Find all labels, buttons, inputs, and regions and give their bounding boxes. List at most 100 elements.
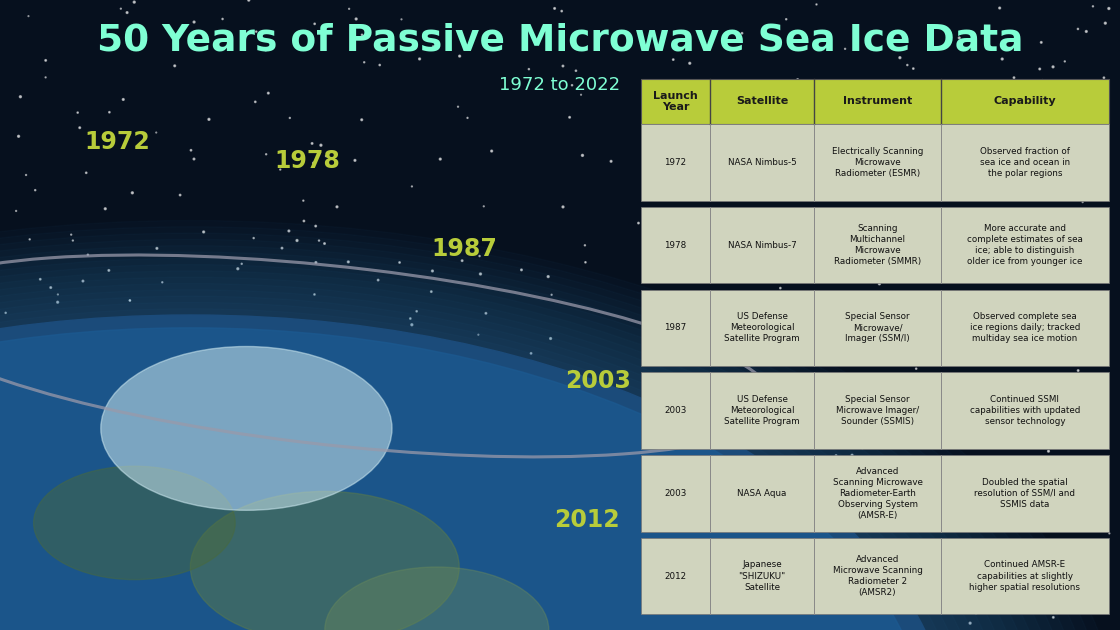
- Point: [118, 8, 136, 18]
- Point: [29, 389, 47, 399]
- Point: [49, 289, 67, 299]
- Text: More accurate and
complete estimates of sea
ice; able to distinguish
older ice f: More accurate and complete estimates of …: [967, 224, 1083, 266]
- Point: [520, 64, 538, 74]
- Point: [469, 329, 487, 340]
- Point: [553, 6, 571, 16]
- Text: Launch
Year: Launch Year: [653, 91, 698, 112]
- Point: [1014, 294, 1032, 304]
- Point: [692, 232, 710, 242]
- Point: [772, 470, 790, 480]
- Point: [64, 236, 82, 246]
- Point: [860, 240, 878, 250]
- Point: [1039, 446, 1057, 456]
- Point: [196, 343, 214, 353]
- Point: [305, 158, 323, 168]
- Point: [1071, 128, 1089, 138]
- Point: [744, 541, 762, 551]
- Point: [189, 372, 207, 382]
- Point: [348, 530, 366, 541]
- Text: NASA Nimbus-5: NASA Nimbus-5: [728, 158, 796, 167]
- Text: Scanning
Multichannel
Microwave
Radiometer (SMMR): Scanning Multichannel Microwave Radiomet…: [834, 224, 921, 266]
- Point: [612, 537, 629, 547]
- Text: 1978: 1978: [274, 149, 340, 173]
- Text: 1987: 1987: [431, 237, 497, 261]
- Point: [195, 227, 213, 237]
- Point: [995, 385, 1012, 395]
- Point: [172, 513, 190, 524]
- Point: [604, 388, 622, 398]
- Text: 1987: 1987: [664, 323, 687, 332]
- Point: [780, 110, 797, 120]
- Point: [281, 113, 299, 123]
- Point: [10, 131, 28, 141]
- Point: [661, 555, 679, 565]
- Point: [316, 239, 334, 249]
- Point: [554, 202, 572, 212]
- Point: [576, 240, 594, 250]
- Point: [26, 185, 44, 195]
- Point: [153, 277, 171, 287]
- Text: Continued SSMI
capabilities with updated
sensor technology: Continued SSMI capabilities with updated…: [970, 395, 1080, 426]
- Point: [288, 236, 306, 246]
- Point: [75, 484, 93, 494]
- Point: [1096, 18, 1114, 28]
- Point: [881, 176, 899, 186]
- Point: [41, 282, 59, 292]
- Point: [895, 251, 913, 261]
- Point: [973, 407, 991, 417]
- Point: [937, 481, 955, 491]
- Point: [149, 445, 167, 455]
- Point: [561, 112, 579, 122]
- Point: [895, 28, 913, 38]
- Point: [619, 507, 637, 517]
- Point: [689, 186, 707, 197]
- Point: [214, 14, 232, 24]
- Point: [585, 544, 603, 554]
- Point: [814, 510, 832, 520]
- Point: [1027, 314, 1045, 324]
- Point: [719, 374, 737, 384]
- Point: [171, 190, 189, 200]
- Point: [664, 55, 682, 65]
- Point: [927, 405, 945, 415]
- Text: Japanese
"SHIZUKU"
Satellite: Japanese "SHIZUKU" Satellite: [738, 561, 786, 592]
- Point: [513, 265, 531, 275]
- Point: [306, 19, 324, 29]
- Point: [603, 156, 620, 166]
- Point: [870, 278, 888, 289]
- Point: [355, 550, 373, 560]
- Text: US Defense
Meteorological
Satellite Program: US Defense Meteorological Satellite Prog…: [725, 395, 800, 426]
- Point: [63, 229, 81, 239]
- Text: 2003: 2003: [664, 406, 687, 415]
- Point: [43, 399, 60, 409]
- Point: [312, 140, 330, 151]
- Point: [1008, 297, 1026, 307]
- Point: [166, 60, 184, 71]
- Point: [1061, 263, 1079, 273]
- Point: [353, 115, 371, 125]
- Point: [563, 367, 581, 377]
- Point: [1080, 544, 1098, 554]
- Point: [606, 34, 624, 44]
- Point: [728, 508, 746, 518]
- Point: [17, 170, 35, 180]
- Point: [343, 430, 361, 440]
- Point: [461, 498, 479, 508]
- Point: [1044, 62, 1062, 72]
- Point: [346, 156, 364, 166]
- Text: 2012: 2012: [664, 571, 687, 580]
- Point: [904, 64, 922, 74]
- Point: [613, 544, 631, 554]
- Point: [808, 0, 825, 9]
- Point: [672, 535, 690, 545]
- Point: [484, 574, 502, 584]
- Point: [962, 575, 980, 585]
- Point: [125, 338, 143, 348]
- Point: [320, 570, 338, 580]
- Point: [1, 335, 19, 345]
- Point: [571, 476, 589, 486]
- Point: [200, 350, 218, 360]
- Point: [591, 616, 609, 626]
- Text: Advanced
Scanning Microwave
Radiometer-Earth
Observing System
(AMSR-E): Advanced Scanning Microwave Radiometer-E…: [832, 467, 923, 520]
- Point: [920, 155, 937, 165]
